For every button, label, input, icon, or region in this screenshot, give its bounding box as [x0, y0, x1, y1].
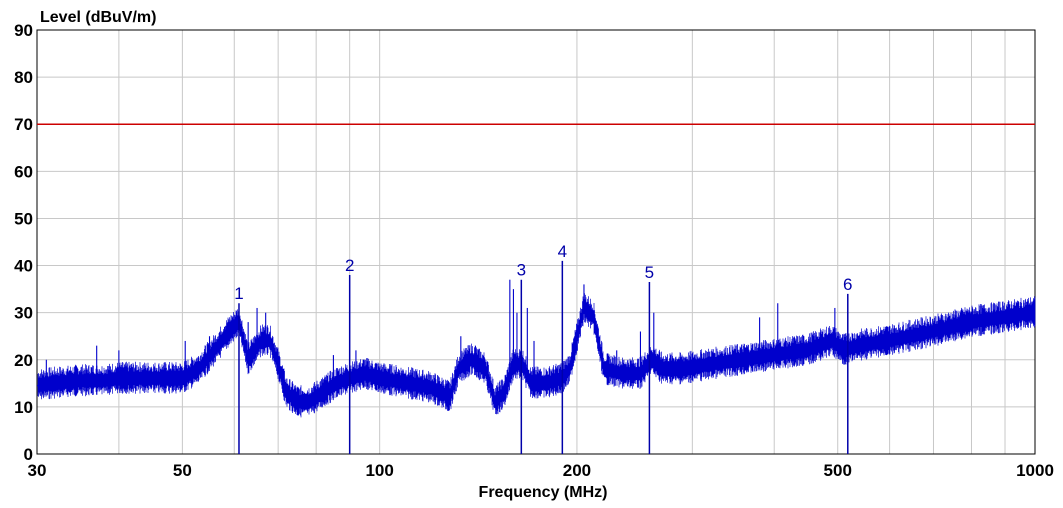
y-tick-labels: 0 10 20 30 40 50 60 70 80 90: [14, 21, 33, 464]
measurement-trace: [36, 306, 1036, 404]
y-tick-label: 20: [14, 351, 33, 370]
x-tick-labels: 30 50 100 200 500 1000: [28, 461, 1054, 480]
y-axis-title: Level (dBuV/m): [40, 9, 156, 26]
x-tick-label: 1000: [1016, 461, 1054, 480]
x-axis-title: Frequency (MHz): [479, 484, 608, 501]
x-tick-label: 100: [365, 461, 393, 480]
y-tick-label: 90: [14, 21, 33, 40]
marker-label: 1: [234, 284, 243, 303]
markers: 1 2 3 4 5 6: [234, 242, 853, 454]
y-tick-label: 40: [14, 257, 33, 276]
marker-label: 2: [345, 256, 354, 275]
y-tick-label: 10: [14, 398, 33, 417]
measurement-trace-noise: [37, 293, 1036, 418]
marker-label: 6: [843, 275, 852, 294]
x-tick-label: 500: [824, 461, 852, 480]
y-tick-label: 70: [14, 115, 33, 134]
y-tick-label: 0: [24, 445, 33, 464]
grid: [36, 29, 1036, 455]
marker-label: 5: [645, 263, 654, 282]
x-tick-label: 200: [563, 461, 591, 480]
marker-label: 3: [517, 261, 526, 280]
y-tick-label: 30: [14, 304, 33, 323]
y-tick-label: 50: [14, 209, 33, 228]
marker-label: 4: [558, 242, 567, 261]
y-tick-label: 80: [14, 68, 33, 87]
y-tick-label: 60: [14, 162, 33, 181]
plot-frame: [36, 29, 1036, 455]
measurement-trace-group: [36, 279, 1036, 418]
x-tick-label: 30: [28, 461, 47, 480]
x-tick-label: 50: [173, 461, 192, 480]
